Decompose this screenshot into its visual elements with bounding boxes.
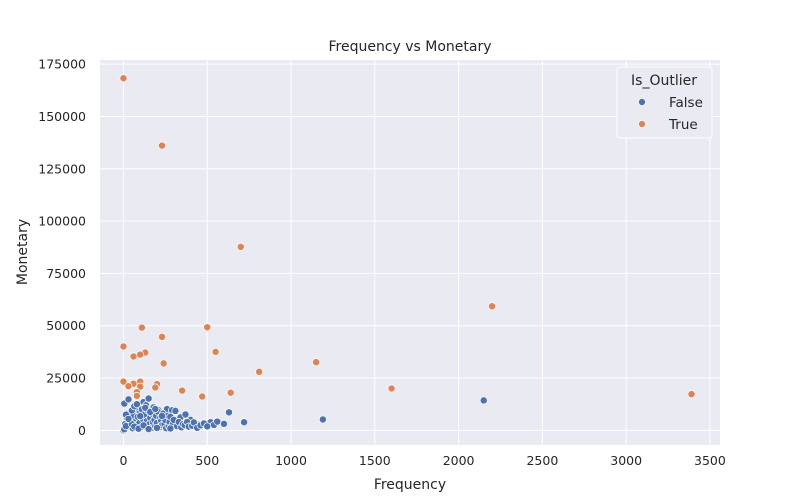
point-true [129, 352, 138, 361]
point-true [158, 332, 166, 341]
point-true [132, 391, 141, 400]
y-tick-label: 75000 [46, 266, 86, 281]
x-tick-label: 500 [195, 453, 219, 468]
x-tick-label: 2500 [526, 453, 558, 468]
point-true [203, 323, 212, 332]
legend: Is_Outlier False True [616, 66, 713, 139]
tick-labels: 0 500 1000 1500 2000 2500 3000 3500 0 25000 50000 7… [38, 57, 726, 468]
legend-label-true: True [668, 117, 698, 133]
point-true [158, 141, 166, 150]
point-false [153, 423, 161, 432]
point-false [225, 408, 233, 417]
point-false [203, 422, 212, 431]
chart-title: Frequency vs Monetary [328, 39, 491, 55]
legend-marker-true [638, 120, 647, 129]
point-true [178, 386, 187, 395]
point-true [159, 359, 168, 368]
x-tick-label: 3500 [694, 453, 726, 468]
point-true [137, 323, 146, 332]
y-tick-label: 50000 [46, 318, 86, 333]
point-false [220, 419, 228, 428]
point-true [226, 388, 235, 397]
point-false [166, 424, 175, 433]
x-tick-label: 2000 [443, 453, 475, 468]
point-true [136, 350, 145, 359]
point-true [119, 74, 128, 83]
x-axis-label: Frequency [374, 477, 446, 493]
point-false [181, 410, 190, 419]
point-false [141, 403, 150, 412]
x-tick-label: 1000 [275, 453, 307, 468]
point-true [488, 302, 497, 311]
data-points [119, 74, 696, 435]
point-false [136, 412, 145, 421]
point-true [151, 383, 160, 392]
point-true [124, 382, 133, 391]
legend-marker-false [638, 98, 647, 107]
point-false [144, 425, 153, 434]
point-true [255, 367, 264, 376]
point-false [318, 415, 327, 424]
point-true [236, 242, 245, 251]
y-tick-label: 0 [78, 423, 86, 438]
point-false [240, 418, 249, 427]
x-tick-label: 1500 [359, 453, 391, 468]
point-false [132, 400, 141, 409]
point-true [687, 390, 696, 399]
point-false [479, 396, 488, 405]
point-true [119, 342, 128, 351]
y-axis-label: Monetary [15, 219, 31, 285]
x-tick-label: 3000 [610, 453, 642, 468]
point-true [119, 377, 128, 386]
point-false [151, 405, 160, 413]
y-tick-label: 150000 [38, 109, 86, 124]
point-true [387, 384, 396, 393]
point-false [124, 414, 133, 423]
point-true [312, 358, 321, 367]
point-false [144, 394, 153, 403]
y-tick-label: 175000 [38, 57, 86, 72]
point-false [158, 411, 166, 420]
point-true [198, 392, 207, 401]
point-false [213, 417, 222, 426]
legend-title: Is_Outlier [631, 73, 697, 89]
legend-label-false: False [669, 95, 703, 111]
point-false [171, 406, 180, 415]
y-tick-label: 125000 [38, 161, 86, 176]
y-tick-label: 25000 [46, 371, 86, 386]
x-tick-label: 0 [119, 453, 127, 468]
y-tick-label: 100000 [38, 214, 86, 229]
point-true [211, 347, 220, 356]
point-false [124, 395, 133, 404]
